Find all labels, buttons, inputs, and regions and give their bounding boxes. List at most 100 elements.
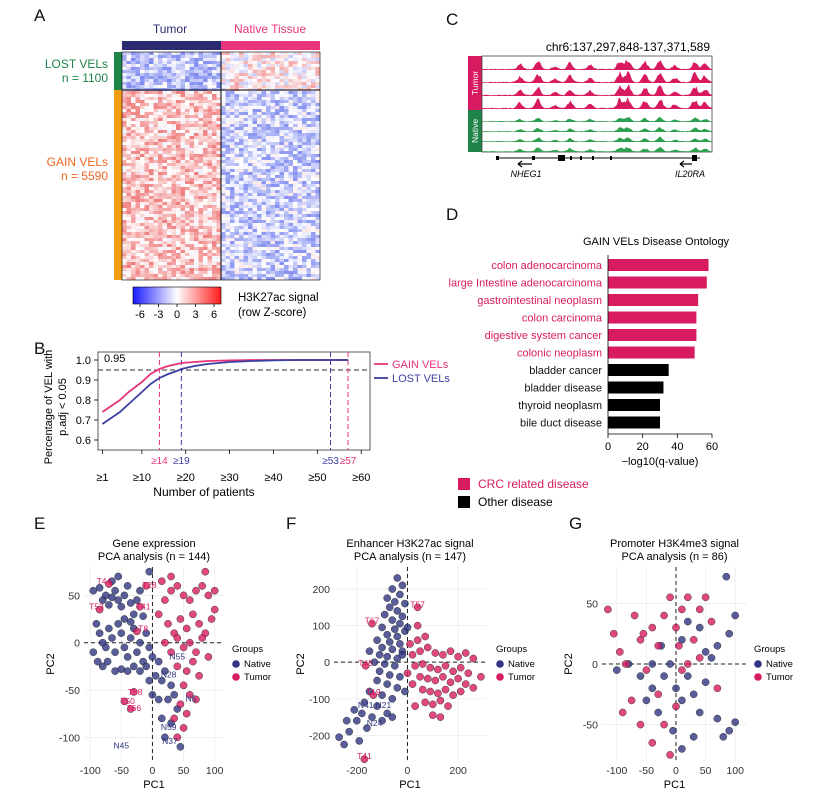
point-tumor [446,647,455,655]
heatmap-cell [252,256,257,259]
heatmap-cell [311,166,316,169]
heatmap-cell [194,256,199,259]
heatmap-cell [163,199,168,202]
heatmap-cell [252,247,257,250]
heatmap-cell [297,79,302,82]
heatmap-cell [270,268,275,271]
sample-label: N24 [367,718,383,728]
heatmap-cell [122,259,127,262]
category-label: bladder cancer [529,365,602,377]
heatmap-cell [252,154,257,157]
heatmap-cell [261,103,266,106]
heatmap-cell [243,190,248,193]
heatmap-cell [162,169,167,172]
heatmap-cell [279,181,284,184]
heatmap-cell [306,175,311,178]
heatmap-cell [154,172,159,175]
heatmap-cell [203,169,208,172]
lost-vels-label: LOST VELs [45,57,108,71]
point-native [373,702,381,710]
heatmap-cell [261,235,266,238]
heatmap-cell [189,148,194,151]
heatmap-cell [158,154,163,157]
heatmap-cell [198,85,203,88]
heatmap-cell [149,247,154,250]
heatmap-cell [293,196,298,199]
heatmap-cell [248,127,253,130]
heatmap-cell [257,208,262,211]
heatmap-cell [221,166,226,169]
point-native [396,672,404,681]
heatmap-cell [311,103,316,106]
heatmap-cell [288,175,293,178]
heatmap-cell [315,235,320,238]
point-tumor [201,567,210,576]
heatmap-cell [216,229,221,232]
heatmap-cell [180,127,185,130]
heatmap-cell [181,145,186,148]
heatmap-cell [275,106,280,109]
heatmap-cell [176,130,181,133]
heatmap-cell [176,244,181,247]
heatmap-cell [135,76,140,79]
heatmap-cell [293,94,298,97]
colorbar-tick-label: -3 [154,309,164,321]
heatmap-cell [257,190,262,193]
heatmap-cell [225,223,230,226]
heatmap-cell [302,166,307,169]
heatmap-cell [257,76,262,79]
heatmap-cell [270,181,275,184]
heatmap-cell [176,55,181,58]
heatmap-cell [149,268,154,271]
heatmap-cell [189,220,194,223]
heatmap-cell [180,241,185,244]
heatmap-cell [235,139,240,142]
colorbar-title: H3K27ac signal [238,292,319,304]
heatmap-cell [225,238,230,241]
heatmap-cell [257,112,262,115]
heatmap-cell [221,151,226,154]
heatmap-cell [144,130,149,133]
heatmap-cell [126,118,131,121]
heatmap-cell [302,259,307,262]
heatmap-cell [153,238,158,241]
heatmap-cell [248,220,253,223]
heatmap-cell [198,142,203,145]
heatmap-cell [234,133,239,136]
heatmap-cell [140,193,145,196]
heatmap-cell [185,193,190,196]
heatmap-cell [261,229,266,232]
heatmap-cell [176,247,181,250]
bar [608,276,707,289]
heatmap-cell [194,133,199,136]
heatmap-cell [158,130,163,133]
heatmap-cell [252,103,257,106]
point-tumor [449,691,457,699]
point-tumor [164,620,172,628]
heatmap-cell [194,241,199,244]
heatmap-cell [122,250,127,253]
heatmap-cell [167,274,172,277]
heatmap-cell [153,211,158,214]
heatmap-cell [198,193,203,196]
x-axis-label: PC1 [664,779,685,789]
heatmap-cell [275,202,280,205]
heatmap-cell [306,100,311,103]
heatmap-cell [225,52,230,55]
heatmap-cell [297,76,302,79]
heatmap-cell [158,103,163,106]
heatmap-cell [144,247,149,250]
heatmap-cell [243,166,248,169]
heatmap-cell [239,271,244,274]
heatmap-cell [311,223,316,226]
heatmap-cell [230,121,235,124]
heatmap-cell [252,58,257,61]
heatmap-cell [248,94,253,97]
heatmap-cell [270,214,275,217]
heatmap-cell [171,199,176,202]
heatmap-cell [311,82,316,85]
heatmap-cell [230,241,235,244]
heatmap-cell [203,259,208,262]
heatmap-cell [226,190,231,193]
heatmap-cell [140,115,145,118]
